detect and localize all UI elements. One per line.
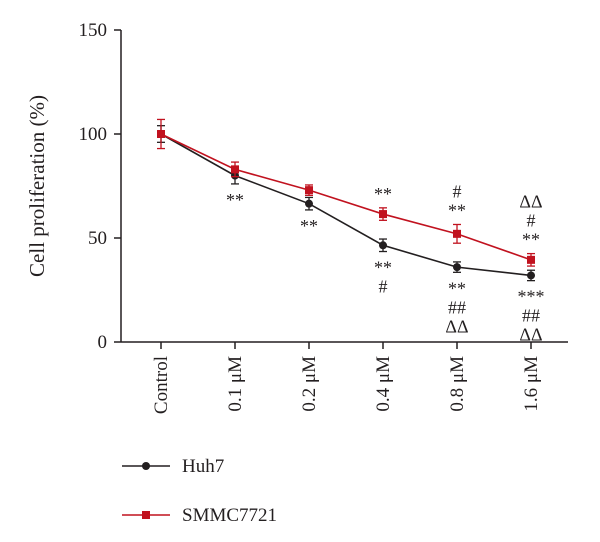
significance-label: ΔΔ (445, 316, 468, 336)
data-point (379, 210, 387, 219)
x-tick-label: Control (151, 356, 172, 414)
legend-label: Huh7 (182, 456, 224, 477)
x-tick-label: 0.1 μM (225, 356, 246, 412)
significance-label: *** (518, 287, 545, 307)
significance-label: ** (448, 200, 466, 220)
legend-item-smmc7721: SMMC7721 (122, 505, 277, 526)
y-axis-title: Cell proliferation (%) (25, 95, 49, 277)
significance-labels: ******# **##ΔΔ***##ΔΔ** #** ΔΔ#** (226, 181, 545, 344)
data-point (379, 241, 387, 250)
significance-label: ** (300, 216, 318, 236)
data-point (527, 255, 535, 264)
series-group (157, 118, 535, 282)
y-tick-label: 0 (98, 332, 108, 353)
significance-label: ΔΔ (519, 192, 542, 212)
significance-label: # (453, 181, 462, 201)
x-tick-label: 0.4 μM (373, 356, 394, 412)
significance-label: ** (522, 230, 540, 250)
significance-label: # (527, 211, 536, 231)
significance-label: ## (522, 306, 540, 326)
significance-label: # (379, 277, 388, 297)
data-point (527, 271, 535, 280)
data-point (305, 186, 313, 195)
data-point (305, 199, 313, 208)
legend-marker (142, 462, 150, 470)
y-tick-label: 150 (79, 20, 108, 41)
y-tick-label: 100 (79, 124, 108, 145)
ticks: 0 50 100 150 Control 0.1 μM 0.2 μM 0.4 μM 0.8 μM… (79, 20, 543, 414)
legend-item-huh7: Huh7 (122, 456, 224, 477)
significance-label: ** (448, 278, 466, 298)
significance-label: ** (226, 190, 244, 210)
legend-marker (142, 511, 150, 519)
x-tick-label: 0.2 μM (299, 356, 320, 412)
x-tick-label: 1.6 μM (521, 356, 542, 412)
legend-label: SMMC7721 (182, 505, 277, 526)
x-tick-label: 0.8 μM (447, 356, 468, 412)
axes (120, 30, 568, 343)
data-point (453, 263, 461, 272)
significance-label: ## (448, 297, 466, 317)
significance-label: ** (374, 184, 392, 204)
significance-label: ΔΔ (519, 325, 542, 345)
series-line (160, 133, 532, 277)
series-smmc7721 (157, 118, 535, 267)
data-point (231, 165, 239, 174)
data-point (157, 130, 165, 138)
legend: Huh7 SMMC7721 (122, 456, 277, 526)
data-point (453, 229, 461, 238)
significance-label: ** (374, 258, 392, 278)
series-huh7 (157, 125, 535, 282)
series-line (160, 133, 532, 261)
y-tick-label: 50 (88, 228, 107, 249)
